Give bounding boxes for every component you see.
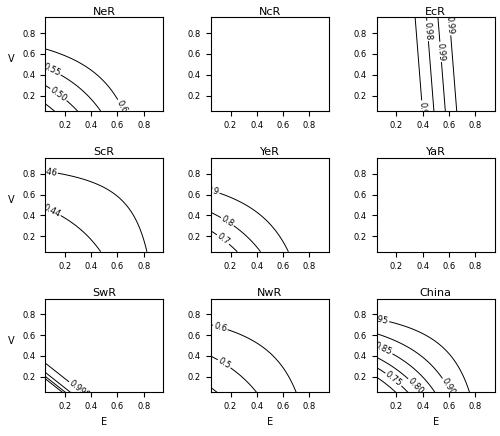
Text: 0.44: 0.44 (42, 203, 62, 219)
Text: 0.50: 0.50 (48, 85, 68, 103)
Title: EcR: EcR (426, 7, 446, 17)
Title: SwR: SwR (92, 288, 116, 298)
Title: NeR: NeR (92, 7, 116, 17)
X-axis label: E: E (267, 417, 273, 427)
Text: 0.90: 0.90 (440, 377, 456, 397)
Text: 0.80: 0.80 (406, 376, 425, 396)
Y-axis label: V: V (8, 54, 14, 64)
Text: 0.99: 0.99 (444, 16, 455, 35)
Text: 0.9: 0.9 (205, 184, 220, 197)
Title: NwR: NwR (258, 288, 282, 298)
Text: 0.60: 0.60 (114, 99, 131, 119)
Text: 0.85: 0.85 (373, 341, 394, 357)
Text: 0.8: 0.8 (220, 214, 236, 229)
Title: China: China (420, 288, 452, 298)
Text: 0.99: 0.99 (436, 42, 446, 61)
Title: NcR: NcR (259, 7, 281, 17)
Text: 0.999: 0.999 (67, 379, 91, 401)
Text: 0.6: 0.6 (212, 321, 228, 334)
Text: 0.75: 0.75 (384, 370, 404, 388)
Text: 0.46: 0.46 (38, 166, 58, 177)
Text: 0.95: 0.95 (370, 313, 390, 326)
Text: 0.7: 0.7 (215, 232, 231, 247)
Text: 0.5: 0.5 (216, 356, 232, 371)
Y-axis label: V: V (8, 336, 14, 345)
Text: 0.96: 0.96 (418, 101, 428, 120)
X-axis label: E: E (101, 417, 107, 427)
Y-axis label: V: V (8, 195, 14, 205)
Title: YaR: YaR (426, 147, 446, 157)
X-axis label: E: E (432, 417, 439, 427)
Title: ScR: ScR (94, 147, 114, 157)
Text: 0.98: 0.98 (422, 21, 433, 41)
Title: YeR: YeR (260, 147, 280, 157)
Text: 0.55: 0.55 (42, 62, 62, 78)
